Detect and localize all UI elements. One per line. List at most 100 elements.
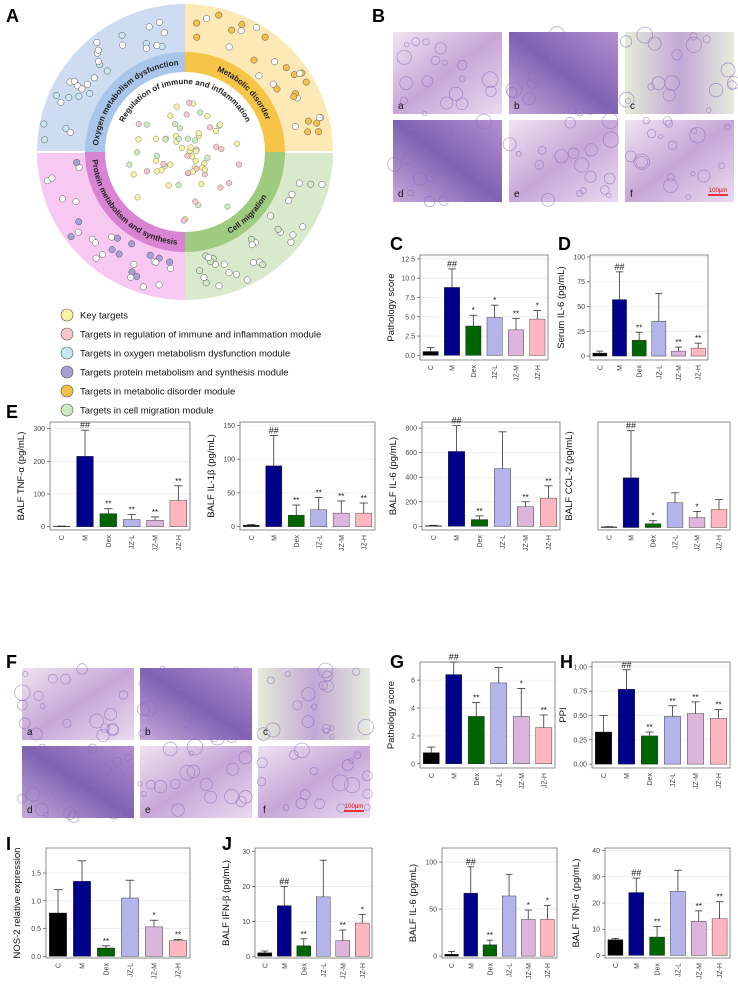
x-tick-label: M xyxy=(624,773,631,779)
tissue-texture xyxy=(572,67,584,79)
tissue-texture xyxy=(718,162,725,170)
tissue-texture xyxy=(233,666,239,672)
tissue-texture xyxy=(440,96,454,110)
network-node xyxy=(200,273,208,281)
tissue-texture xyxy=(618,91,635,108)
tissue-texture xyxy=(465,186,478,200)
plot-background xyxy=(420,255,548,360)
x-tick-label: M xyxy=(450,365,457,371)
histology-image xyxy=(140,668,252,740)
y-tick-label: 50 xyxy=(577,304,585,311)
network-node xyxy=(302,78,310,86)
tissue-texture xyxy=(311,703,318,710)
tissue-texture xyxy=(223,788,240,805)
network-node xyxy=(153,135,160,142)
bar xyxy=(521,919,536,957)
image-label: b xyxy=(145,727,151,738)
panel-letter: J xyxy=(222,834,232,854)
significance-label: ## xyxy=(626,421,636,431)
tissue-texture xyxy=(481,71,499,88)
scale-bar-label: 100μm xyxy=(345,804,363,810)
tissue-texture xyxy=(671,49,683,61)
network-node xyxy=(135,121,142,128)
y-axis-label: BALF IFN-β (pg/mL) xyxy=(221,860,232,946)
bar xyxy=(710,718,727,765)
y-axis-label: NOS-2 relative expression xyxy=(12,848,23,959)
bar xyxy=(316,896,331,957)
tissue-texture xyxy=(33,690,44,701)
tissue-texture xyxy=(35,802,49,817)
tissue-texture xyxy=(458,75,466,83)
x-tick-label: Dex xyxy=(294,535,301,548)
network-node xyxy=(67,233,75,241)
significance-label: ## xyxy=(449,652,459,662)
tissue-texture xyxy=(17,793,27,804)
tissue-texture xyxy=(528,68,543,83)
tissue-texture xyxy=(708,82,724,98)
tissue-texture xyxy=(396,49,412,65)
tissue-texture xyxy=(256,777,266,787)
y-tick-label: 1.00 xyxy=(573,664,587,671)
y-tick-label: 600 xyxy=(405,450,417,457)
network-node xyxy=(217,184,224,191)
significance-label: ** xyxy=(340,921,346,930)
tissue-texture xyxy=(265,722,281,738)
image-label: d xyxy=(27,805,33,816)
network-node xyxy=(75,92,83,100)
x-tick-label: JZ-H xyxy=(176,963,183,978)
bar xyxy=(422,351,439,356)
significance-label: ** xyxy=(361,494,367,503)
tissue-texture xyxy=(292,700,303,711)
network-node xyxy=(184,135,191,142)
network-node xyxy=(299,223,307,231)
y-axis-label: Serum IL-6 (pg/mL) xyxy=(556,266,567,348)
tissue-texture xyxy=(238,750,253,765)
x-tick-label: JZ-H xyxy=(717,963,724,978)
tissue-texture xyxy=(317,662,334,679)
tissue-texture xyxy=(572,44,581,53)
x-tick-label: Dex xyxy=(487,963,494,976)
significance-label: * xyxy=(546,896,549,905)
tissue-texture xyxy=(642,116,651,125)
network-node xyxy=(153,157,160,164)
tissue-texture xyxy=(441,59,448,66)
network-node xyxy=(198,181,205,188)
tissue-texture xyxy=(87,790,100,803)
network-node xyxy=(202,166,209,173)
significance-label: * xyxy=(520,680,523,689)
image-label: e xyxy=(514,189,520,200)
significance-label: * xyxy=(527,901,530,910)
bar xyxy=(671,350,686,357)
significance-label: ** xyxy=(476,507,482,516)
y-tick-label: 10 xyxy=(592,927,600,934)
bar xyxy=(277,905,292,957)
tissue-texture xyxy=(554,64,561,71)
network-node xyxy=(156,18,163,26)
plot-background xyxy=(598,422,730,530)
tissue-texture xyxy=(445,126,453,134)
network-node xyxy=(259,261,267,269)
bar xyxy=(257,952,272,957)
bar xyxy=(486,317,503,356)
x-tick-label: JZ-L xyxy=(128,963,135,977)
network-node xyxy=(40,120,48,128)
tissue-texture xyxy=(534,160,545,170)
tissue-texture xyxy=(328,725,335,731)
tissue-texture xyxy=(238,790,253,804)
significance-label: * xyxy=(472,306,475,315)
tissue-texture xyxy=(341,759,354,771)
panel-letter: E xyxy=(6,402,18,422)
x-tick-label: JZ-M xyxy=(693,773,700,789)
tissue-texture xyxy=(647,36,662,51)
network-node xyxy=(193,148,200,155)
tissue-texture xyxy=(226,762,240,776)
x-tick-label: JZ-M xyxy=(523,535,530,551)
network-node xyxy=(224,203,231,210)
network-node xyxy=(153,41,161,49)
tissue-texture xyxy=(18,717,31,730)
x-tick-label: M xyxy=(282,963,289,969)
network-node xyxy=(93,38,101,46)
image-label: f xyxy=(263,805,266,816)
tissue-texture xyxy=(689,127,706,144)
tissue-texture xyxy=(602,131,620,148)
